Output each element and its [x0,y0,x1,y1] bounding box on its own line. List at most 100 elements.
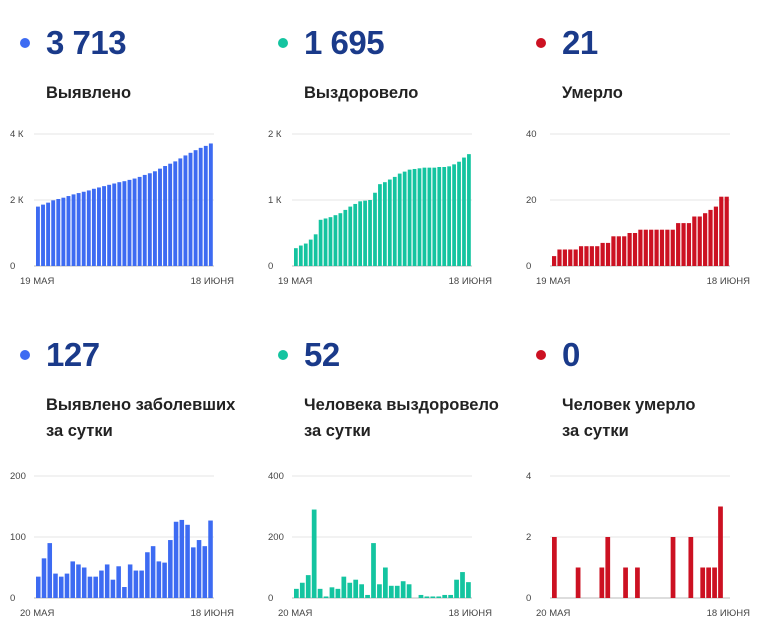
bar [605,537,611,598]
bar [97,187,101,266]
bar [670,229,675,266]
bar [373,192,377,266]
caption-line: Выявлено заболевших [46,396,236,414]
panel-daily-cases: 127 Выявлено заболевших за сутки 0 100 200… [0,312,240,622]
bar [452,164,456,266]
bar [388,585,394,598]
big-number: 52 [304,336,340,373]
bar [299,582,305,598]
y-tick-label: 20 [526,195,537,206]
bar [595,246,600,266]
y-tick-label: 0 [268,261,273,272]
bar [303,243,308,266]
bar [347,582,353,598]
bar [406,584,412,598]
y-tick-label: 0 [526,261,531,272]
bar [454,579,459,598]
bar [568,249,573,266]
bar [185,524,190,598]
bar [383,567,388,598]
bar [724,196,729,266]
bar [402,171,407,266]
caption-line: за сутки [304,422,371,440]
bar [338,213,343,266]
bar [117,182,122,266]
bar [156,561,162,598]
bar [703,213,708,266]
bar [139,570,144,598]
bar [584,246,589,266]
bar [341,576,347,598]
bar [191,547,196,598]
bar [168,163,173,266]
bar [422,167,427,266]
y-tick-label: 0 [10,261,15,272]
bar [127,179,132,266]
bar [76,564,81,598]
x-tick-label-start: 19 МАЯ [278,276,312,287]
bar [47,543,53,598]
bar [713,206,719,266]
bar [627,233,632,266]
caption: Выявлено заболевших за сутки [46,392,246,444]
bar [298,245,303,266]
bar [387,179,392,266]
bar [719,196,724,266]
bar [158,168,162,266]
y-tick-label: 100 [10,532,26,543]
x-tick-label-start: 20 МАЯ [536,608,570,619]
bar [317,588,323,598]
caption-line: Умерло [562,84,623,102]
bar [407,169,412,266]
bar [442,594,448,598]
panel-cumulative-deaths: 21 Умерло 0 20 40 19 МАЯ 18 ИЮНЯ [516,0,756,310]
bar [51,200,56,266]
y-tick-label: 4 К [10,129,24,140]
bar [66,196,71,266]
bar [643,229,648,266]
x-tick-label-start: 20 МАЯ [278,608,312,619]
bar [460,572,465,598]
panel-cumulative-recovered: 1 695 Выздоровело 0 1 К 2 К 19 МАЯ 18 ИЮНЯ [258,0,498,310]
bar [462,157,466,266]
bar [688,537,694,598]
bar [622,236,627,266]
bar [466,582,471,598]
bar [392,176,397,266]
bar [427,167,432,266]
panel-daily-deaths: 0 Человек умерло за сутки 0 2 4 20 МАЯ 18 ИЮ… [516,312,756,622]
bar [198,147,203,266]
bar [363,200,367,266]
bar [107,184,112,266]
series-dot [536,38,546,48]
bar [173,161,178,266]
x-tick-label-end: 18 ИЮНЯ [191,608,234,619]
bar [93,576,98,598]
bar [383,182,387,266]
bar [708,209,713,266]
bar [142,174,147,266]
bar [56,199,61,266]
bar [447,166,452,266]
bar [61,197,66,266]
y-tick-label: 200 [268,532,284,543]
bar [41,204,45,266]
bar [368,200,372,266]
bar [448,594,453,598]
bar [665,229,670,266]
bar [122,587,127,598]
bar [102,186,106,266]
bar [150,546,156,598]
bar [145,552,150,598]
bar [343,209,348,266]
bar [36,206,40,266]
bar [412,168,417,266]
bar [335,588,341,598]
bar [132,178,137,266]
x-tick-label-start: 19 МАЯ [536,276,570,287]
bar [348,206,353,266]
bar [697,216,702,266]
bar [152,171,157,266]
x-tick-label-end: 18 ИЮНЯ [449,608,492,619]
bar [122,181,127,266]
